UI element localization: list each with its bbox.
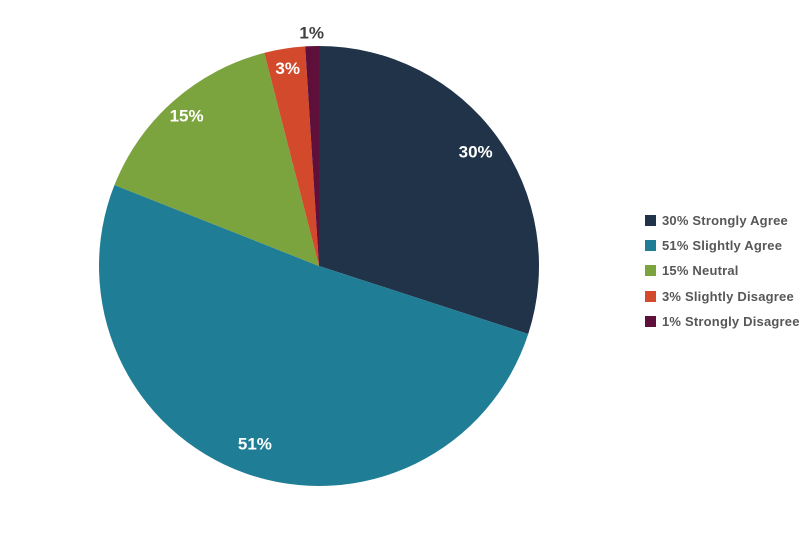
legend-label: 15% Neutral [662, 263, 739, 279]
pie-slice-slightly-disagree [264, 46, 319, 267]
slice-value-label-neutral: 15% [170, 106, 204, 125]
legend-swatch-slightly-disagree [645, 290, 656, 302]
legend-label: 1% Strongly Disagree [662, 313, 800, 329]
legend-item-slightly-disagree: 3% Slightly Disagree [645, 284, 800, 309]
legend-label: 30% Strongly Agree [662, 213, 788, 229]
legend-swatch-strongly-disagree [645, 315, 656, 327]
legend-label: 3% Slightly Disagree [662, 288, 794, 304]
pie-slice-strongly-disagree [305, 46, 319, 266]
legend-item-neutral: 15% Neutral [645, 258, 800, 283]
legend-swatch-strongly-agree [645, 215, 656, 227]
pie-slice-strongly-agree [319, 46, 539, 334]
legend-item-strongly-agree: 30% Strongly Agree [645, 208, 800, 233]
pie-slice-slightly-agree [98, 185, 529, 487]
legend-label: 51% Slightly Agree [662, 238, 783, 254]
slice-value-label-strongly-disagree: 1% [299, 23, 324, 42]
slice-value-label-slightly-disagree: 3% [275, 59, 300, 78]
legend-swatch-neutral [645, 265, 656, 277]
legend-item-slightly-agree: 51% Slightly Agree [645, 233, 800, 258]
slice-value-label-strongly-agree: 30% [459, 143, 493, 162]
pie-slice-neutral [114, 52, 319, 266]
legend-item-strongly-disagree: 1% Strongly Disagree [645, 309, 800, 334]
legend-swatch-slightly-agree [645, 240, 656, 252]
chart-legend: 30% Strongly Agree 51% Slightly Agree 15% … [645, 208, 800, 334]
slice-value-label-slightly-agree: 51% [238, 435, 272, 454]
